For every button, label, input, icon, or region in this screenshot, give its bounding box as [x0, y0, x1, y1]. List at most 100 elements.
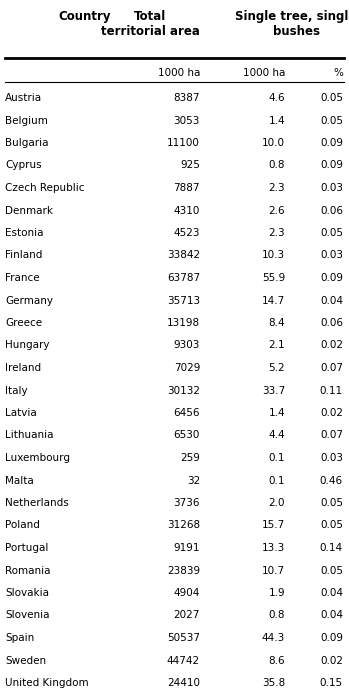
- Text: 13.3: 13.3: [262, 543, 285, 553]
- Text: 0.05: 0.05: [320, 498, 343, 508]
- Text: 50537: 50537: [167, 633, 200, 643]
- Text: 9191: 9191: [173, 543, 200, 553]
- Text: 15.7: 15.7: [262, 520, 285, 531]
- Text: 4310: 4310: [173, 206, 200, 215]
- Text: 4.4: 4.4: [268, 430, 285, 441]
- Text: 3053: 3053: [173, 116, 200, 125]
- Text: 0.8: 0.8: [268, 610, 285, 621]
- Text: Latvia: Latvia: [5, 408, 37, 418]
- Text: 35.8: 35.8: [262, 678, 285, 688]
- Text: 2.3: 2.3: [268, 183, 285, 193]
- Text: 31268: 31268: [167, 520, 200, 531]
- Text: 0.15: 0.15: [320, 678, 343, 688]
- Text: Austria: Austria: [5, 93, 42, 103]
- Text: 0.05: 0.05: [320, 520, 343, 531]
- Text: 2.0: 2.0: [268, 498, 285, 508]
- Text: Romania: Romania: [5, 565, 51, 576]
- Text: Single tree, single
bushes: Single tree, single bushes: [235, 10, 349, 38]
- Text: 0.8: 0.8: [268, 161, 285, 170]
- Text: 4523: 4523: [173, 228, 200, 238]
- Text: 0.14: 0.14: [320, 543, 343, 553]
- Text: 0.05: 0.05: [320, 565, 343, 576]
- Text: Cyprus: Cyprus: [5, 161, 42, 170]
- Text: 44742: 44742: [167, 655, 200, 666]
- Text: 0.05: 0.05: [320, 116, 343, 125]
- Text: Poland: Poland: [5, 520, 40, 531]
- Text: Spain: Spain: [5, 633, 34, 643]
- Text: Finland: Finland: [5, 251, 42, 260]
- Text: 2.3: 2.3: [268, 228, 285, 238]
- Text: 2027: 2027: [173, 610, 200, 621]
- Text: 0.1: 0.1: [268, 453, 285, 463]
- Text: Bulgaria: Bulgaria: [5, 138, 49, 148]
- Text: 7887: 7887: [173, 183, 200, 193]
- Text: 0.09: 0.09: [320, 138, 343, 148]
- Text: Denmark: Denmark: [5, 206, 53, 215]
- Text: 1.4: 1.4: [268, 408, 285, 418]
- Text: 44.3: 44.3: [262, 633, 285, 643]
- Text: 0.09: 0.09: [320, 273, 343, 283]
- Text: 30132: 30132: [167, 385, 200, 396]
- Text: 0.09: 0.09: [320, 633, 343, 643]
- Text: 0.05: 0.05: [320, 228, 343, 238]
- Text: 259: 259: [180, 453, 200, 463]
- Text: 0.09: 0.09: [320, 161, 343, 170]
- Text: 0.04: 0.04: [320, 588, 343, 598]
- Text: 0.04: 0.04: [320, 295, 343, 305]
- Text: 2.6: 2.6: [268, 206, 285, 215]
- Text: 0.02: 0.02: [320, 340, 343, 351]
- Text: Luxembourg: Luxembourg: [5, 453, 70, 463]
- Text: 1000 ha: 1000 ha: [158, 68, 200, 78]
- Text: 0.07: 0.07: [320, 363, 343, 373]
- Text: 13198: 13198: [167, 318, 200, 328]
- Text: 33842: 33842: [167, 251, 200, 260]
- Text: 2.1: 2.1: [268, 340, 285, 351]
- Text: 8.4: 8.4: [268, 318, 285, 328]
- Text: 10.7: 10.7: [262, 565, 285, 576]
- Text: 14.7: 14.7: [262, 295, 285, 305]
- Text: 0.06: 0.06: [320, 206, 343, 215]
- Text: Italy: Italy: [5, 385, 28, 396]
- Text: 5.2: 5.2: [268, 363, 285, 373]
- Text: Malta: Malta: [5, 475, 34, 486]
- Text: 35713: 35713: [167, 295, 200, 305]
- Text: France: France: [5, 273, 40, 283]
- Text: 0.03: 0.03: [320, 183, 343, 193]
- Text: 0.03: 0.03: [320, 453, 343, 463]
- Text: 0.05: 0.05: [320, 93, 343, 103]
- Text: United Kingdom: United Kingdom: [5, 678, 89, 688]
- Text: Slovakia: Slovakia: [5, 588, 49, 598]
- Text: 24410: 24410: [167, 678, 200, 688]
- Text: 1000 ha: 1000 ha: [243, 68, 285, 78]
- Text: 0.04: 0.04: [320, 610, 343, 621]
- Text: 0.07: 0.07: [320, 430, 343, 441]
- Text: 63787: 63787: [167, 273, 200, 283]
- Text: Hungary: Hungary: [5, 340, 50, 351]
- Text: Slovenia: Slovenia: [5, 610, 50, 621]
- Text: 0.02: 0.02: [320, 655, 343, 666]
- Text: 33.7: 33.7: [262, 385, 285, 396]
- Text: Lithuania: Lithuania: [5, 430, 53, 441]
- Text: 6456: 6456: [173, 408, 200, 418]
- Text: Portugal: Portugal: [5, 543, 49, 553]
- Text: 925: 925: [180, 161, 200, 170]
- Text: 0.11: 0.11: [320, 385, 343, 396]
- Text: 8387: 8387: [173, 93, 200, 103]
- Text: 0.03: 0.03: [320, 251, 343, 260]
- Text: Total
territorial area: Total territorial area: [101, 10, 199, 38]
- Text: 0.46: 0.46: [320, 475, 343, 486]
- Text: 9303: 9303: [173, 340, 200, 351]
- Text: 0.1: 0.1: [268, 475, 285, 486]
- Text: 8.6: 8.6: [268, 655, 285, 666]
- Text: 55.9: 55.9: [262, 273, 285, 283]
- Text: 10.3: 10.3: [262, 251, 285, 260]
- Text: 10.0: 10.0: [262, 138, 285, 148]
- Text: 1.9: 1.9: [268, 588, 285, 598]
- Text: Netherlands: Netherlands: [5, 498, 69, 508]
- Text: 0.02: 0.02: [320, 408, 343, 418]
- Text: Sweden: Sweden: [5, 655, 46, 666]
- Text: Ireland: Ireland: [5, 363, 41, 373]
- Text: Czech Republic: Czech Republic: [5, 183, 84, 193]
- Text: Germany: Germany: [5, 295, 53, 305]
- Text: 4904: 4904: [173, 588, 200, 598]
